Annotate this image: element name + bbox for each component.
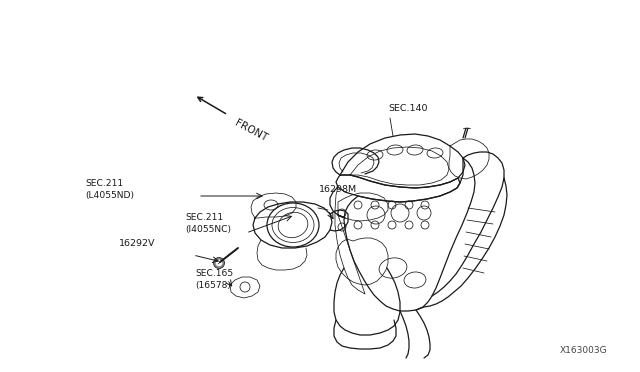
Text: X163003G: X163003G: [559, 346, 607, 355]
Text: SEC.140: SEC.140: [388, 104, 428, 113]
Text: 16292V: 16292V: [118, 239, 155, 248]
Text: SEC.211: SEC.211: [185, 213, 223, 222]
Text: SEC.165: SEC.165: [195, 269, 233, 278]
Circle shape: [216, 260, 222, 266]
Text: (L4055ND): (L4055ND): [85, 191, 134, 200]
Text: 16298M: 16298M: [319, 185, 357, 194]
Text: SEC.211: SEC.211: [85, 179, 123, 188]
Circle shape: [214, 257, 225, 269]
Text: (I4055NC): (I4055NC): [185, 225, 231, 234]
Text: FRONT: FRONT: [233, 118, 269, 143]
Text: (16578): (16578): [195, 281, 231, 290]
